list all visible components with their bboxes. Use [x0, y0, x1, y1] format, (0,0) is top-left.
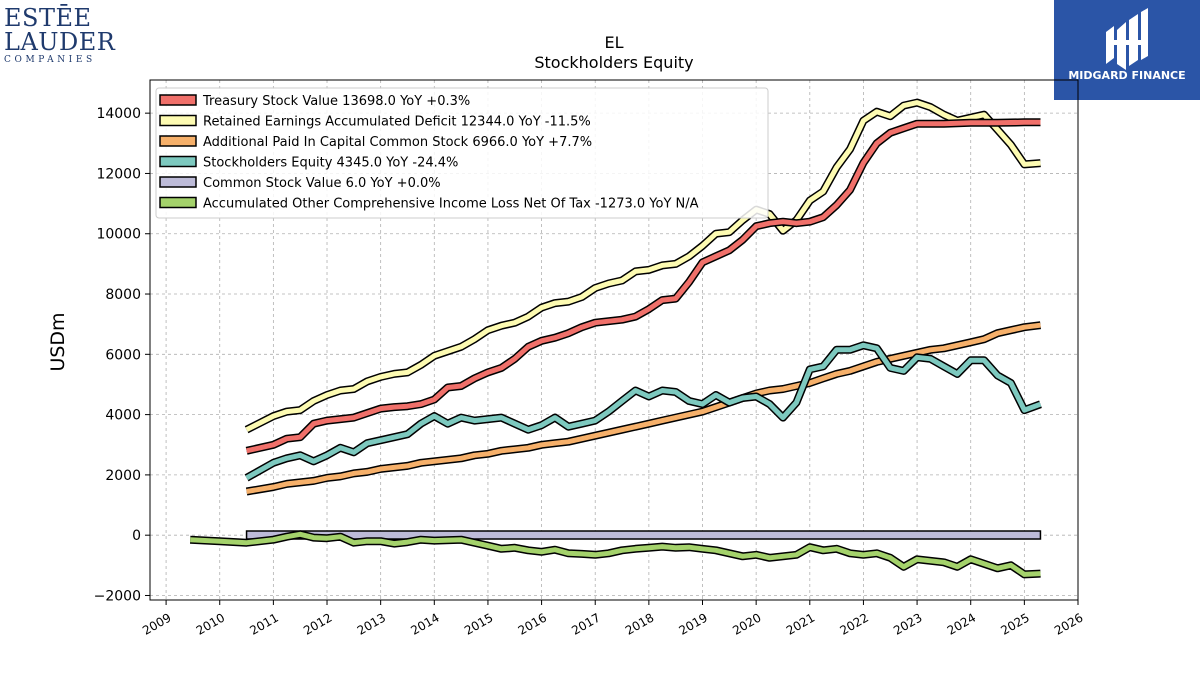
series-aoci	[189, 530, 1041, 579]
y-tick-label: 8000	[105, 287, 141, 303]
series-treasury	[245, 118, 1041, 455]
legend-swatch-aoci	[159, 196, 197, 209]
legend: Treasury Stock Value 13698.0 YoY +0.3% Re…	[155, 87, 769, 219]
logo-line-1: ESTĒE	[4, 4, 92, 32]
x-tick-label: 2019	[677, 610, 710, 637]
legend-label-apic: Additional Paid In Capital Common Stock …	[203, 135, 592, 150]
series-equity	[244, 341, 1042, 482]
x-tick-label: 2021	[784, 610, 817, 637]
series-equity-line	[245, 342, 1042, 481]
legend-label-retained: Retained Earnings Accumulated Deficit 12…	[203, 115, 591, 130]
x-tick-label: 2016	[516, 610, 549, 637]
series-treasury-line	[246, 119, 1041, 454]
x-tick-label: 2014	[408, 610, 441, 637]
legend-label-aoci: Accumulated Other Comprehensive Income L…	[203, 197, 699, 212]
x-tick-label: 2022	[837, 610, 870, 637]
x-tick-label: 2017	[569, 610, 602, 637]
x-tick-label: 2011	[247, 610, 280, 637]
x-tick-label: 2009	[140, 610, 173, 637]
series-retained-line	[245, 100, 1041, 432]
legend-swatch-apic	[159, 135, 197, 147]
x-tick-label: 2018	[623, 610, 656, 637]
x-tick-label: 2010	[194, 610, 227, 637]
legend-swatch-treasury	[159, 94, 197, 106]
legend-label-common: Common Stock Value 6.0 YoY +0.0%	[203, 176, 441, 191]
midgard-finance-logo: MIDGARD FINANCE	[1054, 0, 1200, 100]
legend-swatch-retained	[159, 114, 197, 127]
series-common-stock-line	[245, 530, 1042, 540]
legend-swatch-equity	[159, 155, 197, 168]
legend-box	[155, 87, 769, 219]
x-tick-label: 2020	[730, 610, 763, 637]
legend-label-equity: Stockholders Equity 4345.0 YoY -24.4%	[203, 156, 458, 171]
series-apic-line	[246, 322, 1041, 494]
y-tick-label: 6000	[105, 347, 141, 363]
chart-subtitle: Stockholders Equity	[534, 53, 693, 72]
x-tick-label: 2026	[1052, 610, 1085, 637]
y-tick-label: 12000	[96, 166, 141, 182]
brand-name: MIDGARD FINANCE	[1068, 69, 1186, 82]
x-tick-label: 2023	[891, 610, 924, 637]
midgard-emblem-icon	[1106, 8, 1148, 70]
x-tick-label: 2013	[355, 610, 388, 637]
series-apic	[245, 321, 1041, 496]
series-retained	[244, 98, 1041, 434]
legend-swatch-common	[159, 176, 197, 188]
y-tick-label: 10000	[96, 227, 141, 243]
y-tick-label: 0	[132, 528, 141, 544]
x-tick-label: 2025	[998, 610, 1031, 637]
y-axis-label: USDm	[47, 312, 69, 371]
logo-line-3: COMPANIES	[4, 55, 96, 65]
x-tick-label: 2015	[462, 610, 495, 637]
estee-lauder-logo: ESTĒE LAUDER COMPANIES	[4, 4, 116, 65]
x-tick-label: 2012	[301, 610, 334, 637]
y-tick-label: −2000	[94, 588, 141, 604]
axis-ticks: 2009 2010 2011 2012 2013 2014 2015 2016 2017 2018…	[94, 106, 1086, 638]
legend-label-treasury: Treasury Stock Value 13698.0 YoY +0.3%	[202, 94, 470, 109]
y-tick-label: 14000	[96, 106, 141, 122]
x-tick-label: 2024	[945, 610, 978, 637]
y-tick-label: 4000	[105, 408, 141, 424]
series-group	[189, 98, 1042, 579]
chart-title: EL	[604, 33, 623, 52]
logo-line-2: LAUDER	[4, 28, 116, 56]
plot-frame	[149, 79, 1079, 601]
y-tick-label: 2000	[105, 468, 141, 484]
series-aoci-line	[190, 531, 1041, 577]
